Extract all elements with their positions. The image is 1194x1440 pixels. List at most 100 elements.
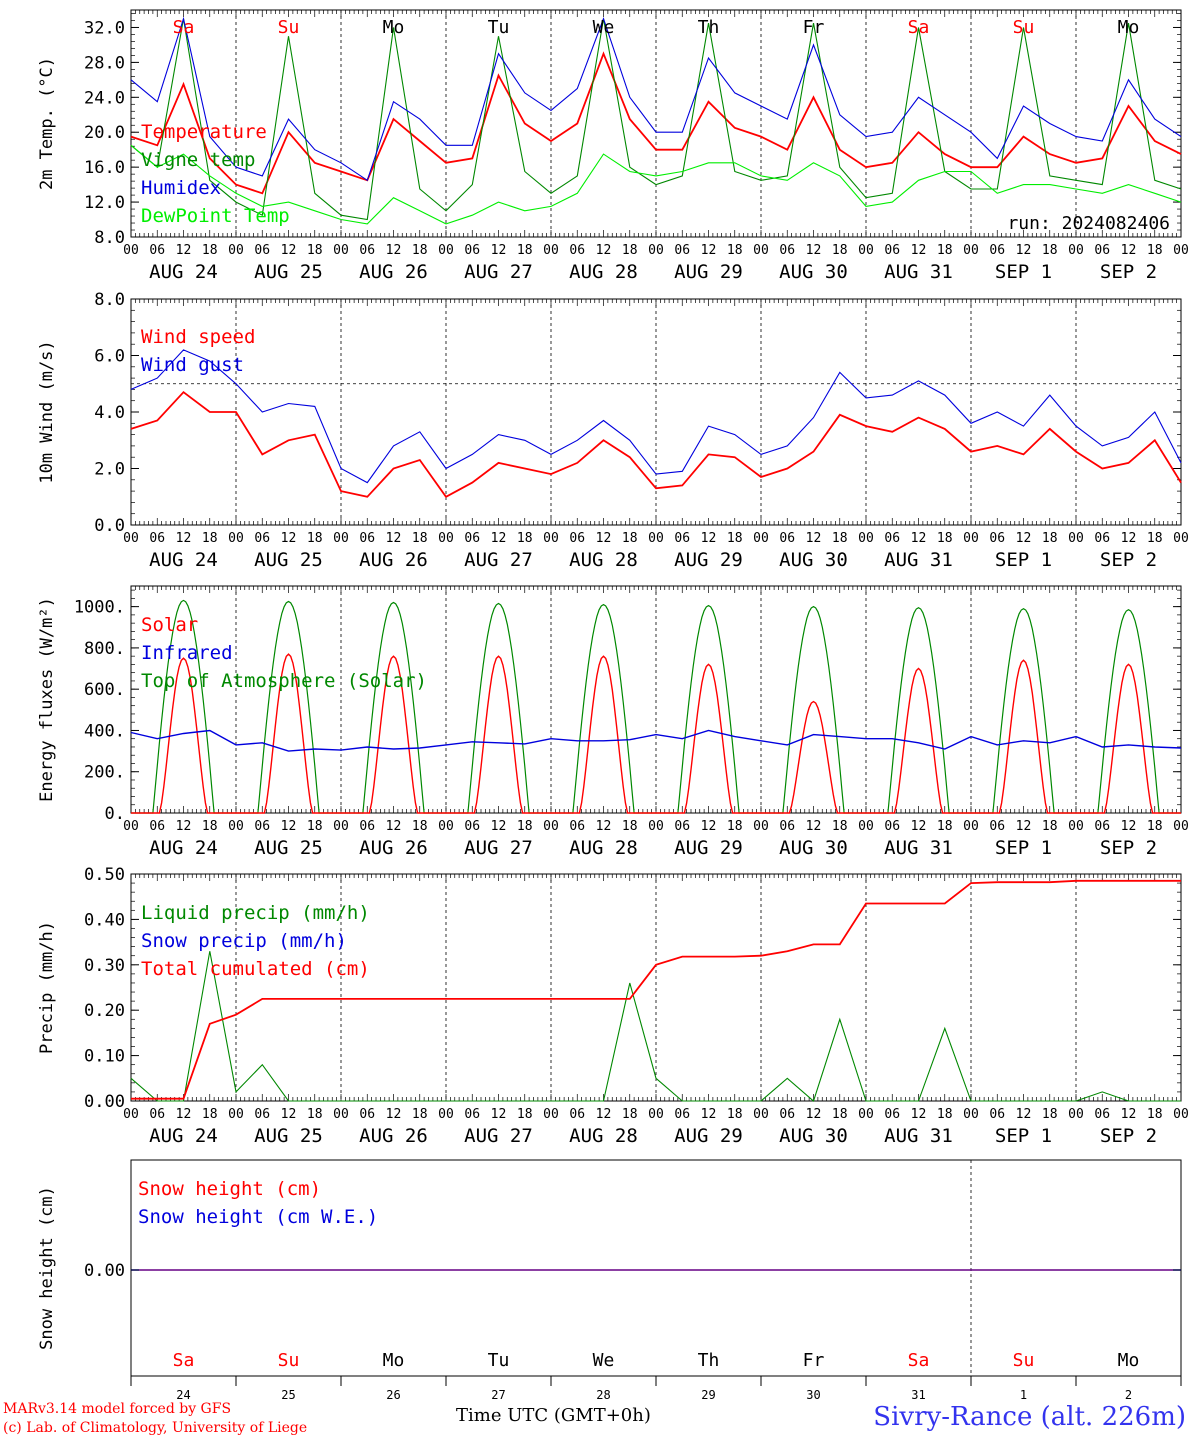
- hour-tick-label: 12: [176, 531, 192, 546]
- day-label: AUG 30: [779, 549, 848, 571]
- day-label: AUG 26: [359, 837, 428, 859]
- hour-tick-label: 00: [1173, 531, 1189, 546]
- hour-tick-label: 00: [123, 243, 139, 258]
- day-label: AUG 29: [674, 1125, 743, 1147]
- y-axis-title: 10m Wind (m/s): [37, 340, 57, 483]
- hour-tick-label: 06: [674, 243, 690, 258]
- legend-entry: Solar: [141, 614, 198, 636]
- hour-tick-label: 12: [491, 531, 507, 546]
- hour-tick-label: 12: [596, 819, 612, 834]
- hour-tick-label: 06: [884, 243, 900, 258]
- y-tick-label: 24.0: [84, 88, 125, 108]
- hour-tick-label: 12: [596, 531, 612, 546]
- hour-tick-label: 06: [989, 1107, 1005, 1122]
- day-label: AUG 28: [569, 549, 638, 571]
- hour-tick-label: 06: [254, 243, 270, 258]
- hour-tick-label: 18: [622, 819, 638, 834]
- weekday-label: Tu: [488, 1350, 510, 1371]
- y-tick-label: 28.0: [84, 53, 125, 73]
- y-tick-label: 1000.: [74, 598, 125, 618]
- series-solar-line: [131, 653, 1181, 814]
- hour-tick-label: 06: [254, 531, 270, 546]
- hour-tick-label: 06: [149, 819, 165, 834]
- hour-tick-label: 06: [464, 819, 480, 834]
- hour-tick-label: 12: [491, 1107, 507, 1122]
- hour-tick-label: 06: [989, 819, 1005, 834]
- legend-entry: Snow height (cm W.E.): [138, 1206, 378, 1228]
- hour-tick-label: 12: [1016, 531, 1032, 546]
- hour-tick-label: 00: [1068, 531, 1084, 546]
- hour-tick-label: 18: [202, 819, 218, 834]
- hour-tick-label: 00: [333, 819, 349, 834]
- day-label: AUG 24: [149, 261, 218, 283]
- hour-tick-label: 12: [386, 531, 402, 546]
- hour-tick-label: 06: [464, 1107, 480, 1122]
- weekday-label: Mo: [1118, 17, 1140, 38]
- day-label: AUG 26: [359, 549, 428, 571]
- weekday-label: Th: [698, 17, 720, 38]
- hour-tick-label: 00: [543, 531, 559, 546]
- hour-tick-label: 18: [937, 243, 953, 258]
- y-tick-label: 0.40: [84, 910, 125, 930]
- hour-tick-label: 00: [963, 243, 979, 258]
- hour-tick-label: 06: [149, 243, 165, 258]
- hour-tick-label: 06: [989, 531, 1005, 546]
- hour-tick-label: 12: [806, 243, 822, 258]
- day-label: SEP 1: [995, 549, 1052, 571]
- hour-tick-label: 06: [779, 243, 795, 258]
- hour-tick-label: 00: [963, 531, 979, 546]
- day-label: SEP 2: [1100, 549, 1157, 571]
- day-number-label: 1: [1020, 1388, 1027, 1402]
- weekday-label: Sa: [908, 1350, 930, 1371]
- day-number-label: 30: [806, 1388, 820, 1402]
- hour-tick-label: 12: [806, 531, 822, 546]
- hour-tick-label: 06: [359, 819, 375, 834]
- day-number-label: 24: [176, 1388, 190, 1402]
- hour-tick-label: 18: [307, 531, 323, 546]
- hour-tick-label: 18: [622, 1107, 638, 1122]
- hour-tick-label: 06: [884, 819, 900, 834]
- day-label: AUG 30: [779, 261, 848, 283]
- hour-tick-label: 12: [491, 819, 507, 834]
- hour-tick-label: 06: [779, 1107, 795, 1122]
- hour-tick-label: 00: [333, 531, 349, 546]
- hour-tick-label: 00: [123, 531, 139, 546]
- hour-tick-label: 06: [779, 531, 795, 546]
- hour-tick-label: 06: [254, 819, 270, 834]
- series-humidex-line: [130, 16, 1182, 182]
- hour-tick-label: 12: [1016, 243, 1032, 258]
- y-tick-label: 0.30: [84, 956, 125, 976]
- hour-tick-label: 12: [281, 531, 297, 546]
- hour-tick-label: 00: [648, 1107, 664, 1122]
- panel-4: 00 06 12 18 AUG 24 00 06 12 18 AUG 25 00 06 12 18 AUG …: [37, 865, 1189, 1147]
- hour-tick-label: 18: [307, 1107, 323, 1122]
- y-axis-title: Precip (mm/h): [37, 921, 57, 1054]
- hour-tick-label: 12: [281, 1107, 297, 1122]
- hour-tick-label: 06: [1094, 243, 1110, 258]
- hour-tick-label: 18: [937, 531, 953, 546]
- hour-tick-label: 00: [1068, 243, 1084, 258]
- hour-tick-label: 06: [254, 1107, 270, 1122]
- hour-tick-label: 00: [228, 531, 244, 546]
- y-tick-label: 32.0: [84, 18, 125, 38]
- hour-tick-label: 00: [543, 243, 559, 258]
- hour-tick-label: 12: [1121, 819, 1137, 834]
- y-tick-label: 2.0: [94, 460, 125, 480]
- y-axis-title: Snow height (cm): [37, 1186, 57, 1350]
- hour-tick-label: 18: [622, 531, 638, 546]
- y-tick-label: 0.10: [84, 1047, 125, 1067]
- x-axis-title: Time UTC (GMT+0h): [456, 1405, 651, 1426]
- weekday-label: Sa: [908, 17, 930, 38]
- hour-tick-label: 18: [202, 243, 218, 258]
- day-number-label: 26: [386, 1388, 400, 1402]
- weekday-label: Fr: [803, 17, 825, 38]
- hour-tick-label: 12: [176, 1107, 192, 1122]
- y-tick-label: 20.0: [84, 123, 125, 143]
- hour-tick-label: 12: [911, 531, 927, 546]
- day-number-label: 27: [491, 1388, 505, 1402]
- day-number-label: 2: [1125, 1388, 1132, 1402]
- series-infrared-line: [130, 729, 1182, 752]
- day-label: AUG 25: [254, 837, 323, 859]
- legend-entry: Snow precip (mm/h): [141, 930, 347, 952]
